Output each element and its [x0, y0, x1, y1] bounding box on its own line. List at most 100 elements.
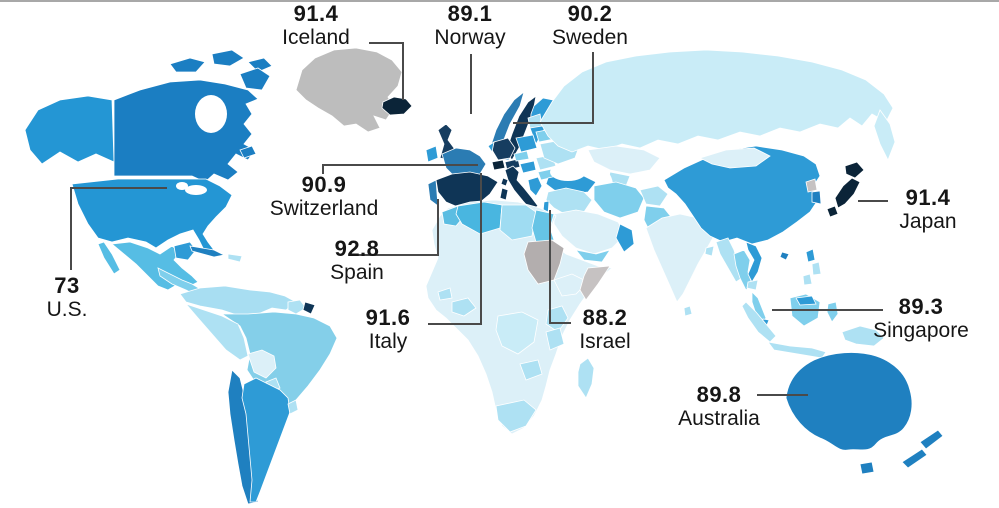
callout-value: 73 [54, 273, 80, 298]
region-new-zealand-north [919, 429, 944, 450]
region-newfoundland [239, 145, 257, 159]
region-cuba [189, 245, 226, 258]
region-colombia-venezuela [179, 285, 297, 317]
callout-value: 89.3 [898, 294, 944, 319]
region-madagascar [577, 357, 595, 399]
leader-us [70, 187, 167, 270]
callout-singapore: 89.3 Singapore [846, 295, 996, 343]
region-sulawesi [826, 301, 839, 323]
region-uruguay [287, 399, 299, 415]
region-russia [539, 49, 894, 153]
leader-israel [549, 210, 571, 324]
region-hispaniola [227, 253, 243, 263]
region-hainan [779, 251, 790, 261]
region-poland [515, 134, 538, 153]
region-benelux [487, 141, 495, 154]
region-new-zealand-south [901, 448, 928, 469]
region-hungary-balkans [519, 160, 537, 174]
leader-iceland [369, 42, 404, 100]
region-greenland [295, 47, 403, 133]
callout-sweden: 90.2 Sweden [515, 2, 665, 50]
callout-japan: 91.4 Japan [853, 186, 999, 234]
callout-country: Switzerland [269, 197, 379, 221]
region-bolivia [247, 349, 277, 379]
black-sea [550, 163, 586, 181]
callout-country: Sweden [552, 26, 628, 50]
region-somalia [579, 265, 611, 301]
region-baffin-island [239, 67, 271, 91]
callout-country: U.S. [46, 298, 88, 322]
region-spain [435, 171, 499, 209]
region-kenya [545, 305, 569, 333]
callout-value: 92.8 [334, 236, 380, 261]
callout-value: 88.2 [582, 305, 628, 330]
callout-country: Singapore [873, 319, 969, 343]
region-australia [785, 352, 913, 451]
region-china [663, 145, 821, 245]
callout-country: Japan [899, 210, 957, 234]
region-switzerland [491, 159, 506, 171]
hudson-bay [195, 95, 227, 133]
callout-iceland: 91.4 Iceland [241, 2, 391, 50]
leader-italy [428, 173, 482, 325]
callout-switzerland: 90.9 Switzerland [249, 173, 399, 221]
callout-value: 91.4 [293, 1, 339, 26]
region-philippines [802, 273, 813, 286]
region-canada-arctic-island [169, 57, 206, 73]
region-peru [184, 303, 249, 361]
region-japan [826, 161, 865, 218]
leader-sweden [513, 52, 594, 124]
callout-value: 89.8 [696, 382, 742, 407]
callout-norway: 89.1 Norway [395, 2, 545, 50]
region-india [645, 213, 715, 303]
region-canada-arctic-island [247, 57, 273, 73]
region-west-africa [437, 287, 453, 301]
region-tanzania [545, 327, 565, 351]
region-oman [615, 223, 635, 253]
callout-value: 89.1 [447, 1, 493, 26]
region-algeria [455, 201, 503, 235]
region-tasmania [859, 461, 875, 475]
callout-country: Israel [579, 330, 631, 354]
region-new-guinea [841, 325, 885, 347]
great-lakes [176, 182, 188, 190]
region-iceland [381, 96, 413, 116]
region-guyanas [287, 299, 307, 315]
callout-country: Iceland [282, 26, 350, 50]
region-japan-honshu [834, 177, 861, 209]
region-iran [593, 181, 645, 219]
region-west-africa [451, 297, 477, 317]
region-greece [527, 176, 543, 197]
leader-switzerland [322, 164, 478, 174]
region-philippines [805, 248, 816, 263]
region-kazakhstan [587, 145, 661, 175]
region-japan-hokkaido [844, 161, 865, 179]
callout-value: 91.6 [365, 305, 411, 330]
region-czech-slovakia [513, 150, 530, 162]
region-canada [113, 79, 259, 183]
region-zambia-zimbabwe [519, 359, 543, 381]
callout-spain: 92.8 Spain [282, 237, 432, 285]
callout-country: Australia [678, 407, 760, 431]
callout-value: 90.2 [567, 1, 613, 26]
region-drc [495, 311, 539, 355]
region-corsica [500, 177, 509, 187]
region-libya [499, 204, 537, 241]
callout-country: Italy [368, 330, 408, 354]
region-egypt [531, 209, 555, 243]
callout-australia: 89.8 Australia [644, 383, 794, 431]
region-argentina [241, 377, 291, 503]
region-canada-arctic-island [211, 49, 245, 67]
callout-country: Spain [330, 261, 384, 285]
region-north-korea [805, 178, 818, 193]
region-japan-kyushu [826, 205, 839, 218]
region-ireland [425, 145, 439, 163]
callout-value: 90.9 [301, 172, 347, 197]
region-united-states [71, 178, 233, 253]
callout-country: Norway [434, 26, 506, 50]
region-south-korea [811, 190, 822, 205]
region-italy [504, 165, 539, 211]
region-cambodia [746, 279, 759, 291]
